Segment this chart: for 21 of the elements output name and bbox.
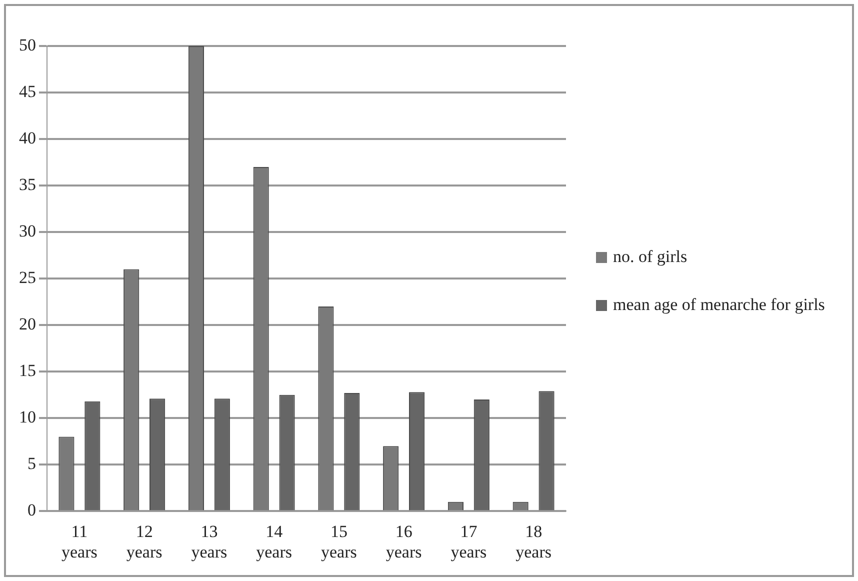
- x-tick-label: 18 years: [516, 522, 552, 562]
- x-tick-label: 12 years: [126, 522, 162, 562]
- y-tick-label: 5: [28, 454, 36, 474]
- y-tick-label: 0: [28, 500, 36, 520]
- x-tick-label: 15 years: [321, 522, 357, 562]
- x-tick-label: 11 years: [62, 522, 98, 562]
- legend-label: mean age of menarche for girls: [613, 294, 825, 316]
- y-tick-label: 40: [19, 128, 36, 148]
- y-tick-label: 50: [19, 35, 36, 54]
- x-tick-label: 14 years: [256, 522, 292, 562]
- legend-label: no. of girls: [613, 246, 688, 268]
- y-tick-label: 35: [19, 175, 36, 194]
- x-tick-label: 17 years: [450, 522, 487, 562]
- y-tick-label: 20: [19, 314, 36, 334]
- x-tick-label: 16 years: [386, 522, 422, 562]
- y-tick-label: 10: [19, 408, 36, 427]
- y-tick-label: 45: [19, 82, 36, 101]
- x-tick-label: 13 years: [191, 522, 228, 562]
- y-tick-label: 25: [19, 268, 36, 288]
- y-tick-label: 30: [19, 222, 36, 241]
- y-tick-label: 15: [19, 361, 36, 380]
